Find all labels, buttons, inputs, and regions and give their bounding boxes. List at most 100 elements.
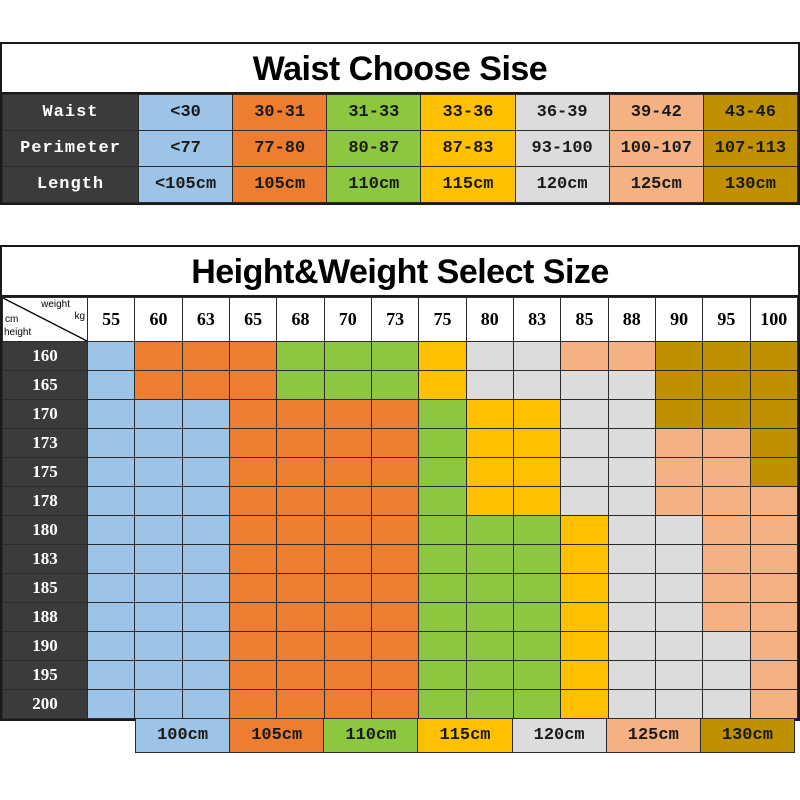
height-row-header: 165 xyxy=(2,370,88,400)
size-swatch-cell xyxy=(702,370,751,400)
size-swatch-cell xyxy=(134,602,183,632)
waist-row-label: Perimeter xyxy=(2,130,139,167)
size-swatch-cell xyxy=(323,660,372,690)
size-swatch-cell xyxy=(276,428,325,458)
waist-cell: 77-80 xyxy=(232,130,328,167)
size-swatch-cell xyxy=(323,573,372,603)
size-swatch-cell xyxy=(276,689,325,719)
size-swatch-cell xyxy=(702,457,751,487)
waist-size-table: Waist <30 30-31 31-33 33-36 36-39 39-42 43-46 Pe… xyxy=(2,94,799,203)
size-swatch-cell xyxy=(465,428,514,458)
size-swatch-cell xyxy=(749,341,799,371)
waist-cell: 110cm xyxy=(326,166,422,203)
size-swatch-cell xyxy=(418,341,467,371)
size-swatch-cell xyxy=(702,341,751,371)
size-swatch-cell xyxy=(370,515,420,545)
size-swatch-cell xyxy=(323,399,372,429)
legend-item: 110cm xyxy=(323,718,419,753)
size-swatch-cell xyxy=(370,428,420,458)
size-swatch-cell xyxy=(181,370,230,400)
size-swatch-cell xyxy=(370,370,420,400)
corner-cm-unit: cm xyxy=(5,314,19,325)
size-swatch-cell xyxy=(465,602,514,632)
size-swatch-cell xyxy=(512,631,562,661)
waist-cell: 115cm xyxy=(420,166,516,203)
size-swatch-cell xyxy=(418,631,467,661)
size-swatch-cell xyxy=(560,341,609,371)
waist-table-row: Waist <30 30-31 31-33 33-36 36-39 39-42 43-46 xyxy=(2,94,799,131)
size-swatch-cell xyxy=(418,660,467,690)
size-swatch-cell xyxy=(228,399,278,429)
size-legend: 100cm 105cm 110cm 115cm 120cm 125cm 130cm xyxy=(134,718,796,753)
size-swatch-cell xyxy=(465,486,514,516)
size-swatch-cell xyxy=(749,573,799,603)
size-swatch-cell xyxy=(607,689,656,719)
waist-cell: 100-107 xyxy=(608,130,704,167)
size-swatch-cell xyxy=(607,602,656,632)
size-swatch-cell xyxy=(418,486,467,516)
size-swatch-cell xyxy=(654,689,704,719)
waist-cell: 107-113 xyxy=(702,130,799,167)
height-row-header: 190 xyxy=(2,631,88,661)
size-swatch-cell xyxy=(370,660,420,690)
waist-cell: <30 xyxy=(137,94,234,131)
size-swatch-cell xyxy=(560,602,609,632)
size-swatch-cell xyxy=(181,428,230,458)
height-weight-row: 195 xyxy=(2,660,799,690)
legend-item: 105cm xyxy=(229,718,325,753)
size-swatch-cell xyxy=(276,573,325,603)
waist-cell: 87-83 xyxy=(420,130,516,167)
waist-cell: <77 xyxy=(137,130,234,167)
size-swatch-cell xyxy=(181,399,230,429)
size-swatch-cell xyxy=(134,341,183,371)
size-swatch-cell xyxy=(418,544,467,574)
height-row-header: 160 xyxy=(2,341,88,371)
size-swatch-cell xyxy=(512,486,562,516)
size-swatch-cell xyxy=(134,370,183,400)
size-swatch-cell xyxy=(181,457,230,487)
size-swatch-cell xyxy=(370,341,420,371)
size-swatch-cell xyxy=(418,428,467,458)
size-swatch-cell xyxy=(134,486,183,516)
size-swatch-cell xyxy=(560,689,609,719)
waist-cell: 30-31 xyxy=(232,94,328,131)
size-swatch-cell xyxy=(607,573,656,603)
weight-column-header: 95 xyxy=(702,297,751,342)
size-swatch-cell xyxy=(323,370,372,400)
size-swatch-cell xyxy=(323,544,372,574)
corner-weight-label: weight xyxy=(41,299,70,310)
size-swatch-cell xyxy=(276,631,325,661)
size-swatch-cell xyxy=(749,486,799,516)
waist-cell: 105cm xyxy=(232,166,328,203)
size-swatch-cell xyxy=(228,486,278,516)
waist-row-label: Waist xyxy=(2,94,139,131)
size-swatch-cell xyxy=(370,544,420,574)
size-swatch-cell xyxy=(181,515,230,545)
size-swatch-cell xyxy=(560,486,609,516)
size-swatch-cell xyxy=(86,631,136,661)
size-swatch-cell xyxy=(560,457,609,487)
size-swatch-cell xyxy=(654,370,704,400)
size-swatch-cell xyxy=(749,660,799,690)
legend-item: 120cm xyxy=(511,718,607,753)
size-swatch-cell xyxy=(749,457,799,487)
size-swatch-cell xyxy=(702,689,751,719)
height-weight-row: 165 xyxy=(2,370,799,400)
waist-cell: <105cm xyxy=(137,166,234,203)
size-swatch-cell xyxy=(418,602,467,632)
size-swatch-cell xyxy=(370,573,420,603)
axis-corner-cell: weight kg cm height xyxy=(2,297,88,342)
size-swatch-cell xyxy=(607,370,656,400)
size-swatch-cell xyxy=(181,341,230,371)
size-swatch-cell xyxy=(323,428,372,458)
weight-column-header: 100 xyxy=(749,297,799,342)
size-swatch-cell xyxy=(323,602,372,632)
legend-item: 125cm xyxy=(605,718,701,753)
size-swatch-cell xyxy=(654,428,704,458)
size-swatch-cell xyxy=(370,399,420,429)
size-swatch-cell xyxy=(654,486,704,516)
weight-column-header: 88 xyxy=(607,297,656,342)
size-swatch-cell xyxy=(134,544,183,574)
size-swatch-cell xyxy=(86,573,136,603)
size-swatch-cell xyxy=(702,602,751,632)
